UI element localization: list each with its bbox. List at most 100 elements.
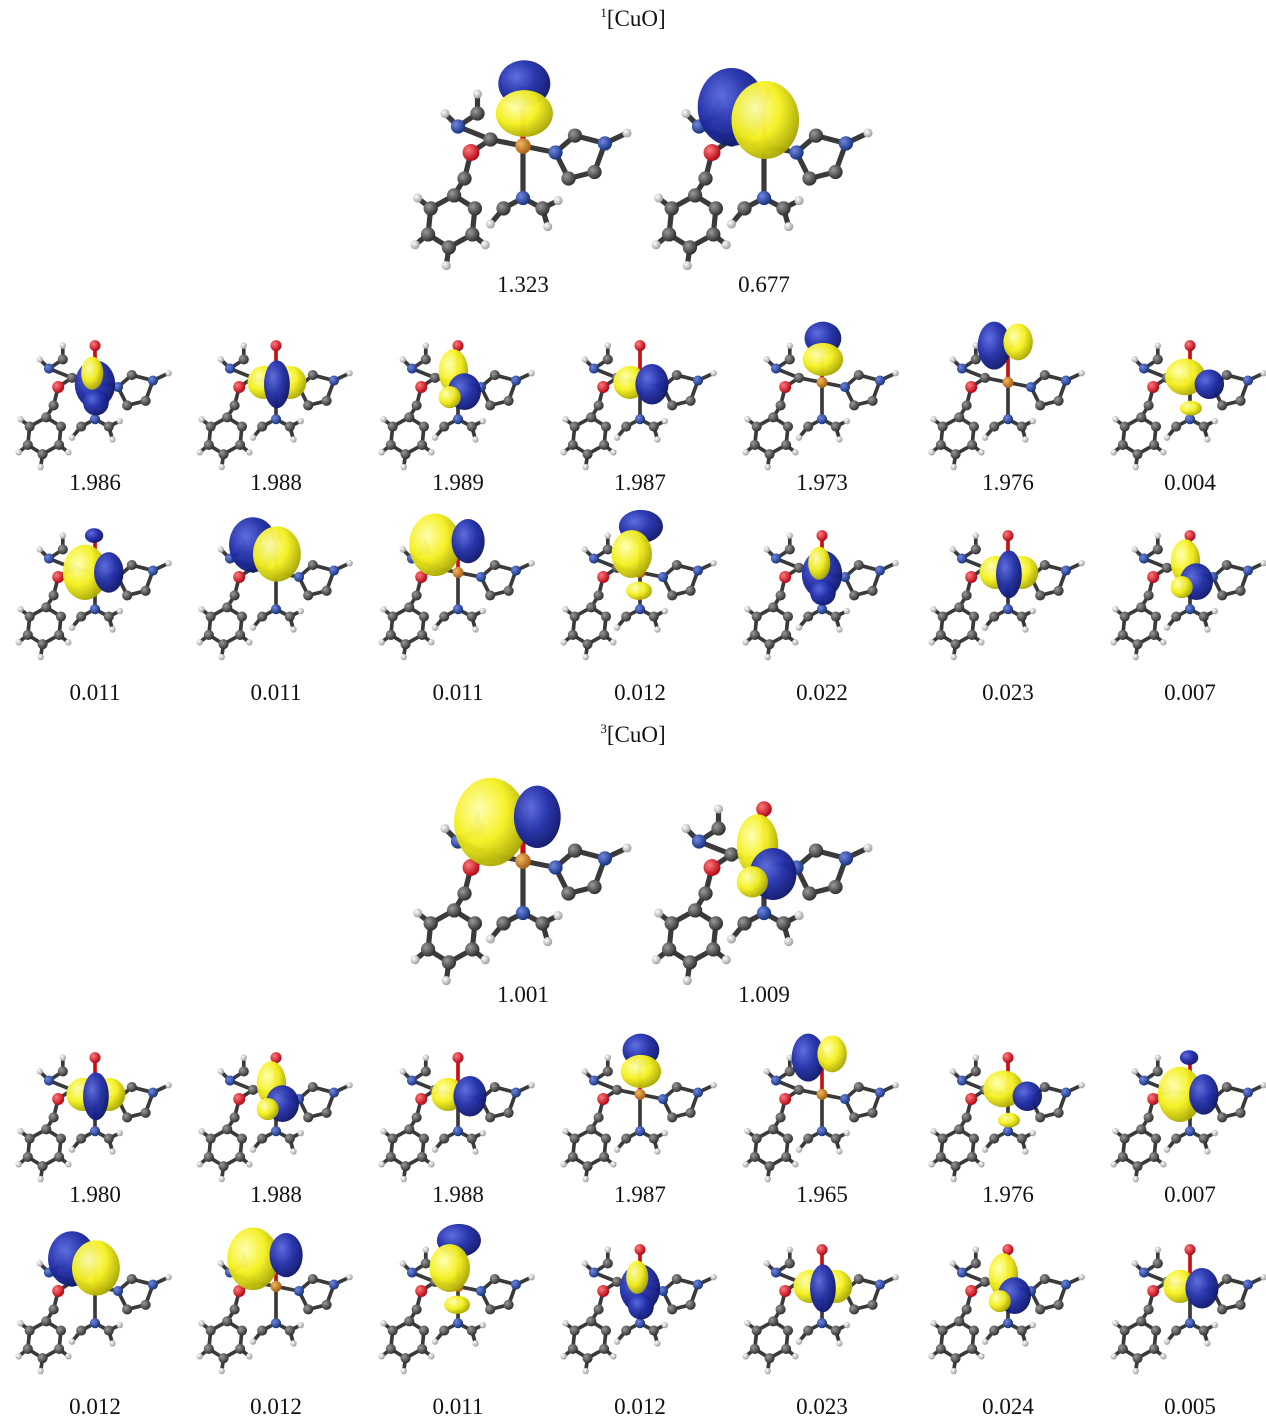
- orbital-lobe: [1013, 1082, 1042, 1111]
- occupation-number: 1.976: [982, 470, 1034, 495]
- orbital-panel: [560, 1244, 716, 1374]
- occupation-number: 0.011: [70, 680, 121, 705]
- orbital-lobe: [81, 357, 103, 390]
- occupation-number: 1.965: [796, 1182, 848, 1207]
- orbital-panel: [15, 340, 171, 470]
- orbital-lobe: [452, 519, 485, 563]
- occupation-number: 1.976: [982, 1182, 1034, 1207]
- occupation-number: 1.986: [69, 470, 121, 495]
- orbital-panel: [560, 340, 716, 470]
- orbital-lobe: [803, 343, 843, 376]
- occupation-number: 0.022: [796, 680, 848, 705]
- title-text: [CuO]: [607, 722, 666, 747]
- orbital-lobe: [810, 580, 836, 606]
- orbital-lobe: [83, 1072, 109, 1120]
- occupation-number: 0.005: [1164, 1394, 1216, 1419]
- orbital-lobe: [808, 547, 830, 580]
- orbital-lobe: [1180, 401, 1202, 416]
- orbital-panel: [15, 1231, 171, 1374]
- occupation-number: 1.973: [796, 470, 848, 495]
- orbital-lobe: [429, 1244, 469, 1292]
- orbital-panel: [742, 322, 898, 471]
- orbital-panel: [652, 68, 873, 270]
- orbital-lobe: [810, 1264, 836, 1312]
- orbital-panel: [928, 530, 1084, 660]
- occupation-number: 1.987: [614, 470, 666, 495]
- occupation-number: 1.980: [69, 1182, 121, 1207]
- orbital-lobe: [1180, 1050, 1198, 1065]
- orbital-panel: [411, 778, 632, 985]
- orbital-panel: [560, 510, 716, 660]
- orbital-panel: [196, 340, 352, 470]
- orbital-panel: [15, 528, 171, 660]
- orbital-lobe: [998, 1113, 1020, 1128]
- orbital-panel: [652, 801, 873, 985]
- orbital-lobe: [514, 786, 561, 848]
- occupation-number: 0.677: [738, 272, 790, 297]
- orbital-lobe: [732, 81, 800, 159]
- orbital-lobe: [996, 550, 1022, 598]
- orbital-panel: [196, 1052, 352, 1182]
- orbital-panel: [1110, 340, 1266, 470]
- occupation-number: 0.023: [796, 1394, 848, 1419]
- molecule: [560, 340, 716, 470]
- orbital-lobe: [989, 1290, 1011, 1312]
- occupation-number: 0.007: [1164, 680, 1216, 705]
- occupation-number: 1.988: [250, 470, 302, 495]
- orbital-panel: [742, 1034, 898, 1183]
- orbital-lobe: [621, 1055, 661, 1088]
- occupation-number: 0.007: [1164, 1182, 1216, 1207]
- orbital-lobe: [496, 90, 553, 137]
- orbital-lobe: [611, 530, 651, 578]
- orbital-lobe: [1003, 324, 1032, 361]
- orbital-lobe: [1171, 576, 1193, 598]
- occupation-number: 0.012: [250, 1394, 302, 1419]
- orbital-lobe: [626, 1261, 648, 1294]
- orbital-panel: [742, 530, 898, 660]
- occupation-number: 1.988: [432, 1182, 484, 1207]
- occupation-number: 1.323: [497, 272, 549, 297]
- figure: 1[CuO] 1.323 0.677 1.986 1.988 1.989 1.987 1.97…: [0, 0, 1266, 1425]
- orbital-lobe: [453, 1076, 486, 1116]
- occupation-number: 0.012: [614, 1394, 666, 1419]
- occupation-number: 0.011: [433, 680, 484, 705]
- orbital-panel: [742, 1244, 898, 1374]
- orbital-lobe: [737, 866, 768, 897]
- orbital-lobe: [264, 360, 290, 408]
- orbital-panel: [1110, 1244, 1266, 1374]
- orbital-panel: [928, 1244, 1084, 1374]
- orbital-lobe: [94, 552, 123, 592]
- orbital-lobe: [270, 1233, 303, 1277]
- orbital-panel: [196, 517, 352, 660]
- orbital-lobe: [253, 526, 301, 581]
- orbital-panel: [15, 1052, 171, 1182]
- orbital-panel: [411, 60, 632, 270]
- occupation-number: 0.024: [982, 1394, 1034, 1419]
- occupation-number: 0.011: [433, 1394, 484, 1419]
- orbital-panel: [378, 1052, 534, 1182]
- orbital-panel: [1110, 530, 1266, 660]
- title-text: [CuO]: [607, 6, 666, 31]
- orbital-lobe: [1195, 370, 1224, 399]
- orbital-lobe: [72, 1240, 120, 1295]
- orbital-panel: [560, 1034, 716, 1183]
- occupation-number: 0.023: [982, 680, 1034, 705]
- orbital-panel: [378, 514, 534, 661]
- orbital-panel: [378, 1224, 534, 1374]
- occupation-number: 1.987: [614, 1182, 666, 1207]
- molecule: [1110, 1244, 1266, 1374]
- occupation-number: 0.012: [69, 1394, 121, 1419]
- orbital-panel: [196, 1228, 352, 1375]
- orbital-lobe: [1189, 1074, 1218, 1114]
- orbital-lobe: [83, 390, 109, 416]
- orbital-lobe: [1185, 1268, 1218, 1308]
- orbital-lobe: [439, 386, 461, 408]
- orbital-lobe: [635, 364, 668, 404]
- occupation-number: 0.012: [614, 680, 666, 705]
- section-title: 3[CuO]: [600, 721, 665, 747]
- orbital-panel: [378, 340, 534, 470]
- orbital-lobe: [85, 528, 103, 543]
- section-title: 1[CuO]: [600, 5, 665, 31]
- orbital-panel: [928, 322, 1084, 471]
- occupation-number: 1.989: [432, 470, 484, 495]
